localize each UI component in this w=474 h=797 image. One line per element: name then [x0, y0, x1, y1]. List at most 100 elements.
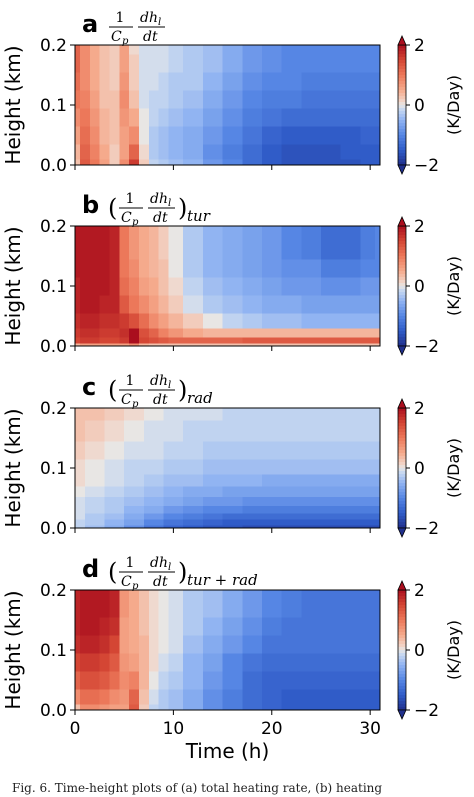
heatmap-cell [99, 617, 111, 636]
heatmap-cell [281, 144, 302, 160]
heatmap-cell [261, 337, 283, 344]
colorbar-segment [398, 686, 406, 690]
heatmap-cell [261, 590, 283, 600]
heatmap-cell [89, 653, 101, 672]
heatmap-cell [222, 525, 243, 529]
heatmap-cell [99, 90, 111, 109]
colorbar-segment [398, 450, 406, 454]
colorbar-segment [398, 310, 406, 314]
heatmap-cell [202, 343, 224, 347]
heatmap-cell [129, 108, 140, 127]
panel-title: 1 C pdh ldt [109, 10, 165, 47]
heatmap-cell [261, 144, 283, 160]
heatmap-cell [168, 704, 184, 711]
heatmap-cell [168, 54, 184, 73]
heatmap-cell [84, 486, 106, 498]
heatmap-cell [360, 635, 376, 654]
heatmap-cell [75, 408, 86, 421]
title-deriv-num: dh [150, 191, 168, 207]
colorbar-segment [398, 268, 406, 272]
heatmap-cell [124, 519, 145, 526]
heatmap-cell [320, 259, 342, 278]
heatmap-cell [148, 599, 160, 618]
heatmap-cell [222, 328, 243, 338]
colorbar-segment [398, 513, 406, 517]
heatmap-cell [119, 54, 130, 73]
heatmap-cell [168, 144, 184, 160]
figure-caption: Fig. 6. Time-height plots of (a) total h… [12, 781, 383, 795]
heatmap-cell [129, 704, 140, 711]
heatmap-cell [104, 496, 125, 507]
heatmap-cell [119, 689, 130, 705]
heatmap-cell [163, 474, 184, 487]
heatmap-cell [158, 54, 170, 73]
heatmap-cell [109, 653, 120, 672]
heatmap-cell [301, 159, 322, 166]
colorbar-segment [398, 99, 406, 103]
heatmap-cell [281, 653, 302, 672]
heatmap-cell [340, 486, 361, 498]
heatmap-cell [89, 337, 101, 344]
colorbar-segment [398, 704, 406, 708]
title-frac-den-sub: p [132, 217, 139, 228]
heatmap-cell [202, 704, 224, 711]
heatmap-cell [261, 313, 283, 329]
heatmap-cell [222, 420, 243, 442]
colorbar-segment [398, 129, 406, 133]
colorbar-segment [398, 638, 406, 642]
heatmap-cell [75, 328, 81, 338]
colorbar-max-arrow [397, 580, 407, 591]
heatmap-cell [158, 704, 170, 711]
heatmap-cell [75, 343, 81, 347]
title-paren-open: ( [108, 376, 117, 404]
heatmap-cell [202, 513, 224, 520]
heatmap-cell [320, 704, 342, 711]
heatmap-cell [340, 238, 361, 260]
heatmap-cell [89, 671, 101, 690]
heatmap-cell [75, 513, 86, 520]
heatmap-cell [168, 108, 184, 127]
colorbar-segment [398, 680, 406, 684]
heatmap-cell [261, 126, 283, 145]
title-frac-den: C [121, 210, 132, 226]
heatmap-cell [360, 653, 376, 672]
heatmap-cell [222, 72, 243, 91]
heatmap-cell [375, 474, 381, 487]
colorbar-tick-label: 0 [414, 641, 425, 661]
colorbar-segment [398, 286, 406, 290]
heatmap-cell [183, 704, 204, 711]
heatmap-cell [163, 505, 184, 514]
heatmap-cell [375, 72, 381, 91]
heatmap-cell [202, 295, 224, 314]
colorbar-segment [398, 277, 406, 281]
heatmap-cell [104, 474, 125, 487]
heatmap-cell [89, 72, 101, 91]
colorbar-segment [398, 304, 406, 308]
colorbar-segment [398, 614, 406, 618]
heatmap-cell [168, 259, 184, 278]
heatmap-cell [109, 704, 120, 711]
heatmap-cell [79, 653, 91, 672]
title-frac-num: 1 [126, 555, 135, 571]
heatmap-cell [129, 72, 140, 91]
colorbar-segment [398, 265, 406, 269]
heatmap-cell [168, 617, 184, 636]
colorbar-segment [398, 510, 406, 514]
heatmap-cell [75, 505, 86, 514]
heatmap-cell [360, 108, 376, 127]
title-frac-num: 1 [126, 373, 135, 389]
heatmap-cell [75, 277, 81, 296]
heatmap-cell [183, 45, 204, 55]
heatmap-cell [104, 408, 125, 421]
heatmap-cell [75, 671, 81, 690]
heatmap-cell [375, 590, 381, 600]
heatmap-cell [301, 408, 322, 421]
heatmap-cell [340, 599, 361, 618]
heatmap-cell [375, 259, 381, 278]
heatmap-cell [138, 328, 150, 338]
colorbar-tick-label: 2 [414, 399, 425, 419]
colorbar-segment [398, 659, 406, 663]
heatmap-cell [138, 313, 150, 329]
